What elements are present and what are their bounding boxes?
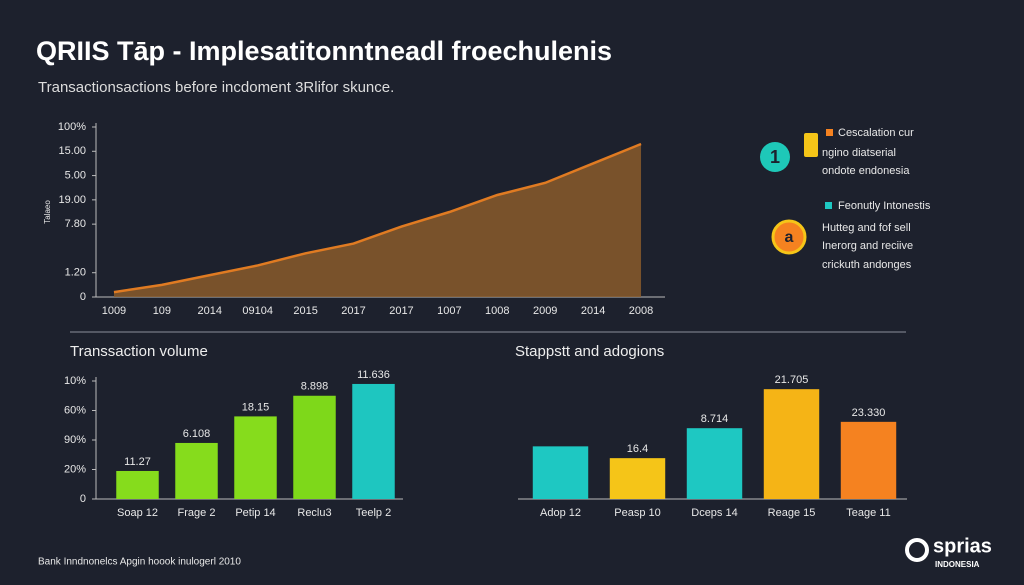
logo-icon (905, 538, 929, 562)
bar-annotation: 21.705 (775, 374, 809, 386)
x-tick-label: Soap 12 (117, 507, 158, 519)
x-tick-label: 109 (153, 305, 171, 317)
bar-annotation: 23.330 (852, 407, 886, 419)
bar (352, 383, 395, 499)
bar (175, 442, 218, 499)
x-tick-label: Reclu3 (297, 507, 331, 519)
bar (234, 416, 277, 499)
x-tick-label: Peasp 10 (614, 507, 660, 519)
y-tick-label: 20% (64, 463, 86, 475)
x-tick-label: Adop 12 (540, 507, 581, 519)
bar (840, 421, 897, 499)
x-tick-label: 1007 (437, 305, 461, 317)
bar (609, 458, 666, 499)
note-text: Hutteg and fof sell (822, 222, 911, 234)
bar-annotation: 18.15 (242, 401, 270, 413)
y-tick-label: 1.20 (65, 267, 86, 279)
y-tick-label: 10% (64, 375, 86, 387)
x-tick-label: 2017 (341, 305, 365, 317)
legend-swatch (825, 202, 832, 209)
bar-annotation: 8.898 (301, 381, 329, 393)
x-tick-label: Frage 2 (178, 507, 216, 519)
bar (686, 428, 743, 499)
x-tick-label: Teage 11 (846, 507, 890, 519)
footer: Bank Inndnonelcs Apgin hoook inulogerl 2… (38, 557, 241, 568)
badge-icon (771, 219, 807, 255)
y-tick-label: 90% (64, 434, 86, 446)
x-tick-label: 09104 (242, 305, 273, 317)
area (113, 144, 642, 297)
y-tick-label: 5.00 (65, 169, 86, 181)
title: QRIIS Tāp - Implesatitonntneadl froechul… (36, 36, 612, 66)
x-tick-label: 2015 (293, 305, 317, 317)
y-axis-label: Talaeo (43, 200, 52, 224)
logo-name: sprias (933, 535, 992, 557)
note-text: Cescalation cur (838, 127, 914, 139)
bar (116, 470, 159, 499)
y-tick-label: 0 (80, 291, 86, 303)
y-tick-label: 100% (58, 121, 86, 133)
badge: 1 (770, 147, 780, 167)
bar (532, 446, 589, 499)
x-tick-label: 2014 (198, 305, 222, 317)
x-tick-label: 2008 (629, 305, 653, 317)
x-tick-label: 1009 (102, 305, 126, 317)
note-text: crickuth andonges (822, 259, 912, 271)
x-tick-label: 2009 (533, 305, 557, 317)
note-text: Feonutly Intonestis (838, 200, 931, 212)
legend-swatch (826, 129, 833, 136)
bar-annotation: 11.27 (124, 456, 151, 468)
x-tick-label: 2017 (389, 305, 413, 317)
x-tick-label: Dceps 14 (691, 507, 737, 519)
y-tick-label: 60% (64, 404, 86, 416)
y-tick-label: 15.00 (58, 145, 86, 157)
logo-tagline: INDONESIA (935, 560, 980, 569)
icon (804, 133, 818, 157)
subtitle: Transactionsactions before incdoment 3Rl… (38, 79, 394, 96)
y-tick-label: 0 (80, 493, 86, 505)
y-tick-label: 7.80 (65, 218, 86, 230)
line (113, 142, 642, 294)
bar (293, 395, 336, 499)
x-tick-label: 2014 (581, 305, 605, 317)
x-tick-label: Petip 14 (235, 507, 275, 519)
x-tick-label: Reage 15 (768, 507, 816, 519)
bar (763, 389, 820, 499)
bar-annotation: 6.108 (183, 428, 211, 440)
note-text: ngino diatserial (822, 147, 896, 159)
bar-annotation: 16.4 (627, 443, 648, 455)
chart-title: Transsaction volume (70, 343, 208, 360)
badge: a (785, 229, 794, 246)
badge-icon (760, 142, 790, 172)
note-text: Inerorg and reciive (822, 240, 913, 252)
y-tick-label: 19.00 (58, 194, 86, 206)
note-text: ondote endonesia (822, 165, 910, 177)
chart-title: Stappstt and adogions (515, 343, 664, 360)
bar-annotation: 8.714 (701, 413, 729, 425)
x-tick-label: 1008 (485, 305, 509, 317)
x-tick-label: Teelp 2 (356, 507, 391, 519)
bar-annotation: 11.636 (357, 369, 390, 381)
